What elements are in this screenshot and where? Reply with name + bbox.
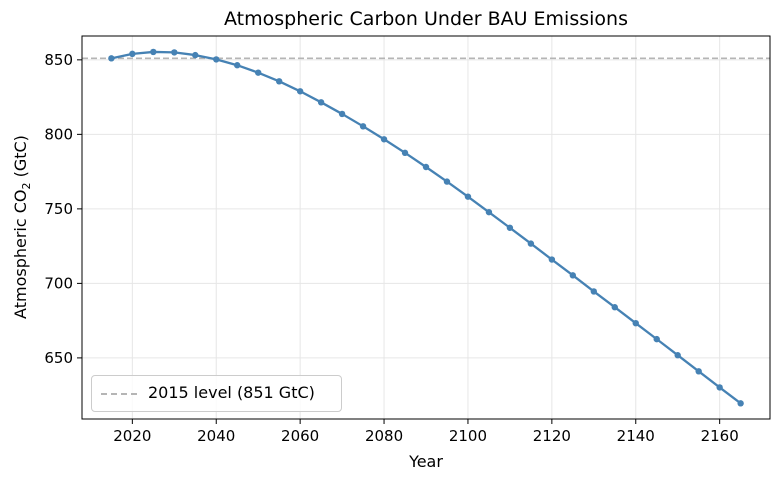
data-point: [254, 69, 262, 76]
y-tick-label: 650: [44, 349, 73, 367]
data-point: [590, 288, 598, 295]
data-point: [632, 319, 639, 327]
y-axis-label-subscript: 2: [20, 182, 33, 189]
data-point: [548, 256, 556, 263]
data-point: [737, 400, 744, 407]
data-point: [129, 50, 136, 58]
data-point: [422, 163, 430, 171]
data-point: [150, 48, 157, 56]
data-point: [275, 78, 283, 85]
y-axis-label-unit: (GtC): [11, 135, 30, 182]
grid: [82, 36, 770, 419]
data-point: [695, 368, 702, 375]
y-axis-label-main: Atmospheric CO: [11, 189, 30, 318]
data-point: [443, 178, 451, 185]
x-tick-label: 2040: [197, 427, 235, 445]
data-point: [506, 224, 514, 231]
y-tick-label: 850: [44, 51, 73, 69]
data-point: [464, 193, 472, 200]
x-tick-label: 2140: [617, 427, 655, 445]
data-point: [317, 99, 325, 106]
y-axis-ticks: 650 700 750 800 850: [44, 51, 82, 367]
y-tick-label: 750: [44, 200, 73, 218]
data-point: [611, 304, 618, 311]
data-point: [674, 352, 681, 359]
legend: 2015 level (851 GtC): [91, 375, 342, 412]
data-point: [213, 56, 220, 63]
data-point: [171, 49, 178, 56]
data-point: [527, 240, 535, 247]
y-axis-label: Atmospheric CO2 (GtC): [11, 135, 33, 319]
plot-frame: [81, 35, 771, 420]
data-point: [338, 110, 346, 118]
x-axis-ticks: 2020 2040 2060 2080 2100 2120 2140 2160: [113, 419, 739, 445]
legend-swatch-reference: [101, 393, 137, 395]
data-point: [359, 123, 367, 130]
data-point: [716, 384, 723, 391]
data-point: [569, 272, 577, 279]
x-tick-label: 2100: [449, 427, 487, 445]
data-point: [296, 88, 304, 95]
data-point: [192, 51, 199, 59]
plot-background: [82, 36, 770, 419]
x-tick-label: 2160: [701, 427, 739, 445]
data-point: [653, 335, 660, 343]
y-tick-label: 800: [44, 125, 73, 143]
x-tick-label: 2020: [113, 427, 151, 445]
x-tick-label: 2060: [281, 427, 319, 445]
y-tick-label: 700: [44, 274, 73, 292]
legend-label-reference: 2015 level (851 GtC): [148, 383, 315, 402]
data-point: [234, 62, 241, 69]
series-layer: [108, 48, 744, 407]
chart-title: Atmospheric Carbon Under BAU Emissions: [224, 8, 628, 30]
x-axis-label: Year: [408, 452, 443, 471]
data-point: [380, 136, 388, 143]
data-point: [108, 55, 115, 62]
x-tick-label: 2120: [533, 427, 571, 445]
data-point: [485, 208, 493, 216]
x-tick-label: 2080: [365, 427, 403, 445]
data-point: [401, 149, 409, 157]
